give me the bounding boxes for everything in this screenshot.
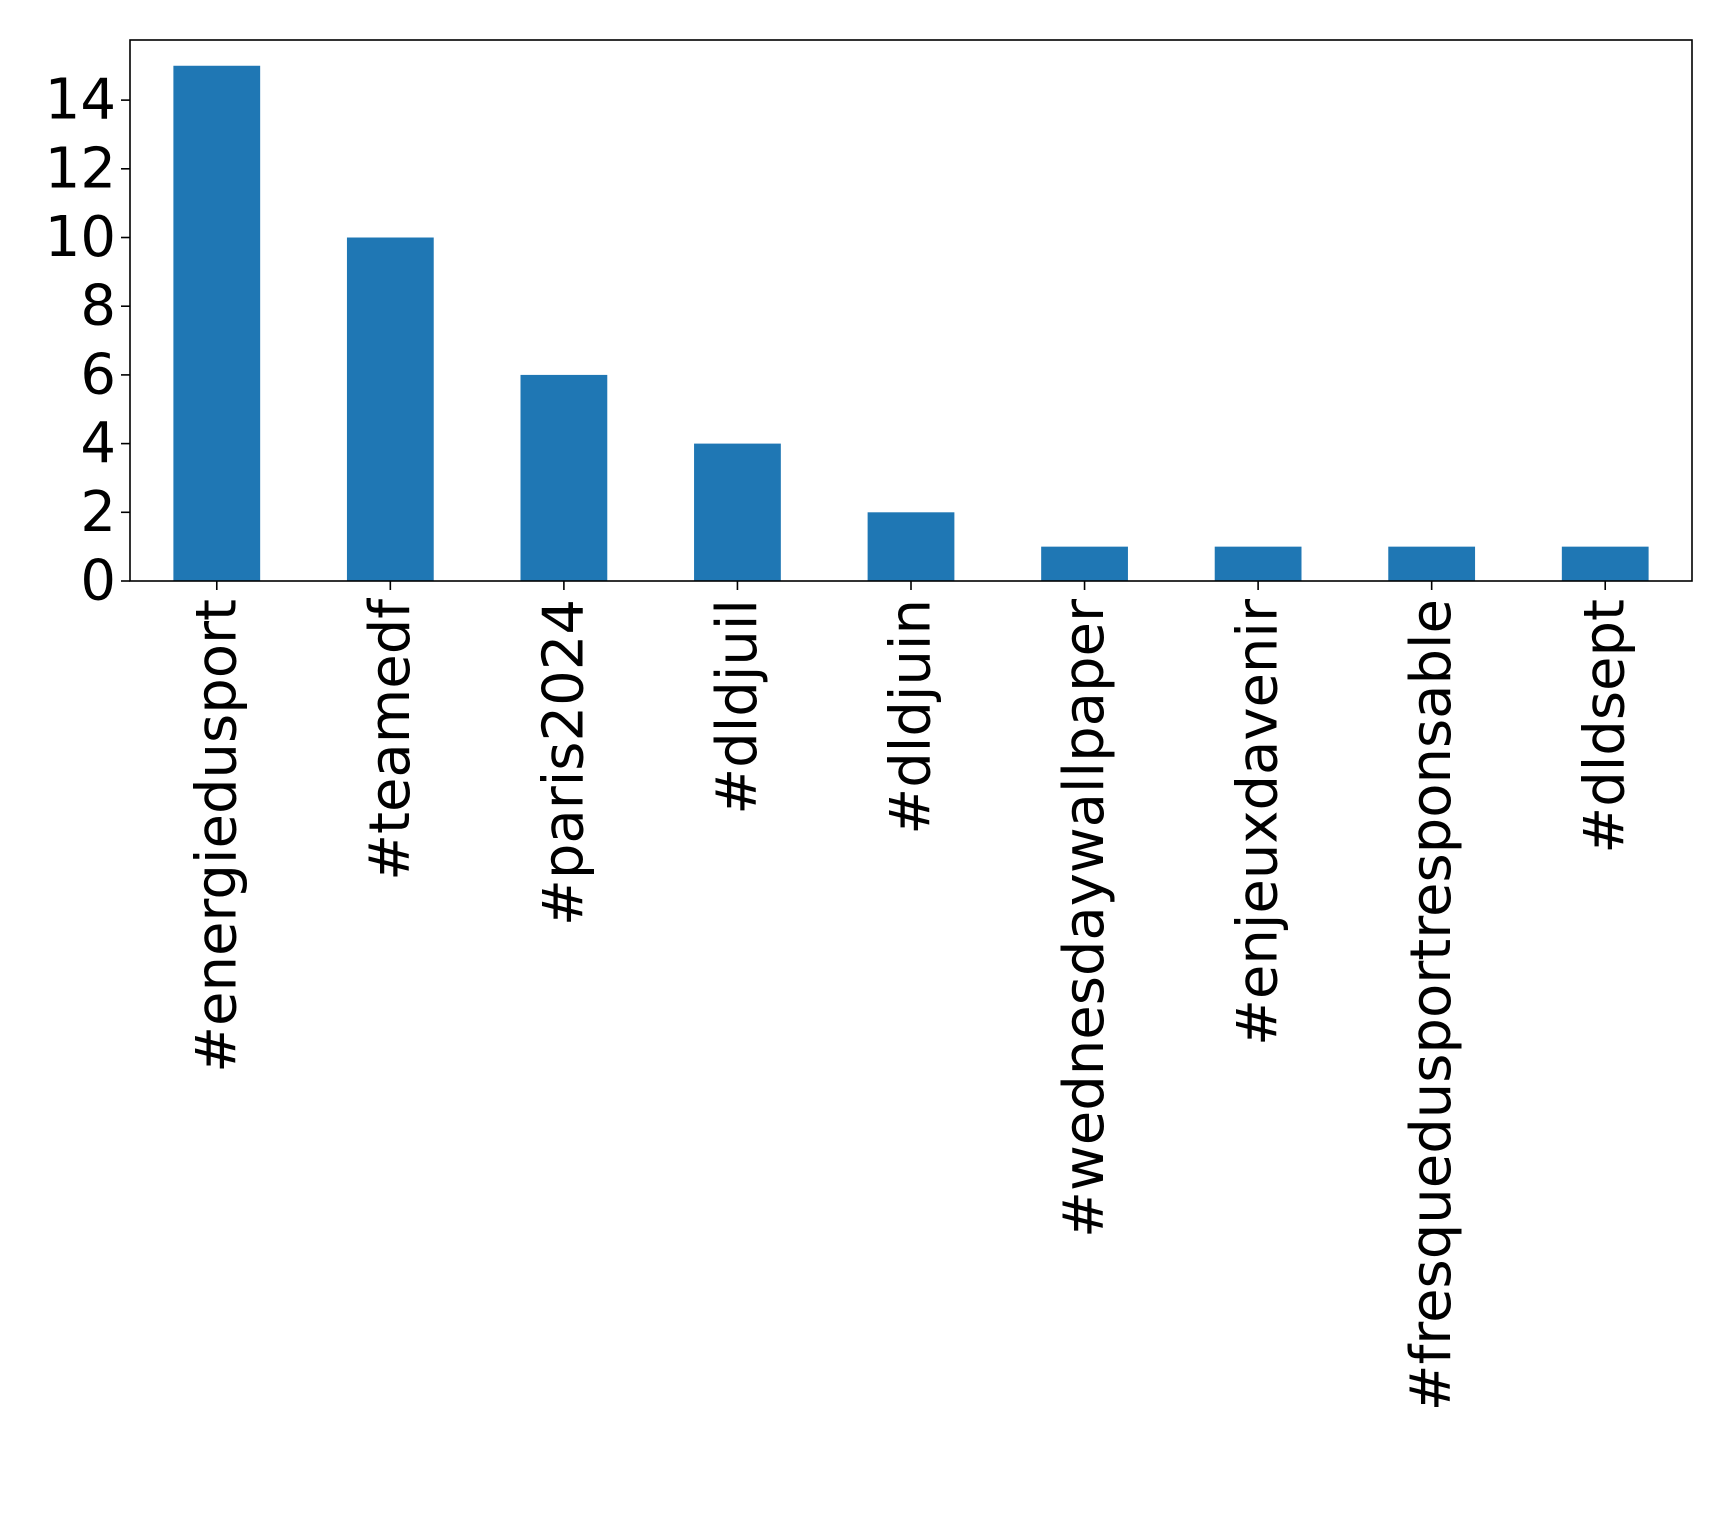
bar-fresquedusportresponsable [1388,546,1476,581]
bar-energiedusport [173,65,261,581]
y-tick-label: 12 [45,136,116,201]
bar-teamedf [346,237,434,581]
bar-wednesdaywallpaper [1041,546,1128,581]
x-tick-label: #paris2024 [531,599,596,926]
x-tick-label: #fresquedusportresponsable [1399,599,1464,1411]
bar-enjeuxdavenir [1214,546,1302,581]
x-tick-label: #dldjuil [705,599,770,815]
bar-dldjuin [867,512,955,581]
x-tick-label: #energiedusport [184,599,249,1073]
x-tick-label: #teamedf [358,598,423,881]
y-tick-label: 4 [80,411,116,476]
x-tick-label: #wednesdaywallpaper [1052,598,1117,1238]
bars-layer [173,65,1649,581]
bar-paris2024 [520,374,608,581]
y-tick-label: 6 [80,342,116,407]
bar-dldjuil [694,443,781,581]
y-tick-label: 10 [45,205,116,270]
y-tick-label: 14 [45,68,116,133]
y-tick-label: 8 [80,274,116,339]
x-tick-label: #dldjuin [879,599,944,835]
x-axis: #energiedusport #teamedf #paris2024 #dldjui… [184,581,1638,1411]
x-tick-label: #enjeuxdavenir [1226,598,1291,1046]
y-tick-label: 0 [80,549,116,614]
bar-dldsept [1561,546,1649,581]
x-tick-label: #dldsept [1573,599,1638,854]
y-tick-label: 2 [80,480,116,545]
